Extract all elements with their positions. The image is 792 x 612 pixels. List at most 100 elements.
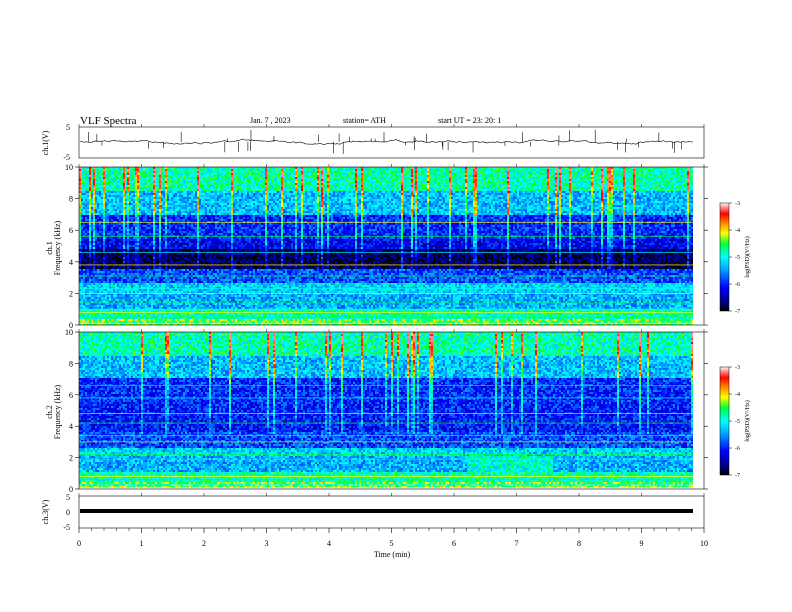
- spectrogram-cell: [161, 173, 163, 175]
- spectrogram-cell: [325, 169, 327, 171]
- spectrogram-cell: [417, 169, 419, 171]
- spectrogram-cell: [213, 171, 215, 173]
- spectrogram-cell: [601, 183, 603, 185]
- spectrogram-cell: [691, 181, 693, 183]
- spectrogram-cell: [259, 181, 261, 183]
- spectrogram-cell: [611, 177, 613, 179]
- spectrogram-cell: [91, 177, 93, 179]
- spectrogram-cell: [355, 181, 357, 183]
- spectrogram-cell: [125, 181, 127, 183]
- spectrogram-cell: [133, 169, 135, 171]
- spectrogram-cell: [289, 185, 291, 187]
- spectrogram-cell: [495, 185, 497, 187]
- spectrogram-cell: [375, 175, 377, 177]
- spectrogram-cell: [651, 185, 653, 187]
- spectrogram-cell: [333, 183, 335, 185]
- spectrogram-cell: [555, 171, 557, 173]
- spectrogram-cell: [199, 173, 201, 175]
- spectrogram-cell: [169, 171, 171, 173]
- spectrogram-cell: [503, 173, 505, 175]
- spectrogram-cell: [565, 183, 567, 185]
- spectrogram-cell: [647, 179, 649, 181]
- spectrogram-cell: [553, 175, 555, 177]
- spectrogram-cell: [305, 169, 307, 171]
- spectrogram-cell: [581, 175, 583, 177]
- spectrogram-cell: [381, 171, 383, 173]
- spectrogram-cell: [465, 179, 467, 181]
- spectrogram-cell: [673, 183, 675, 185]
- spectrogram-cell: [447, 175, 449, 177]
- spectrogram-cell: [471, 181, 473, 183]
- spectrogram-cell: [209, 173, 211, 175]
- spectrogram-cell: [197, 181, 199, 183]
- spectrogram-cell: [357, 185, 359, 187]
- spectrogram-cell: [143, 171, 145, 173]
- ch1-ytick-bottom: -5: [63, 153, 70, 162]
- spectrogram-cell: [427, 171, 429, 173]
- spectrogram-cell: [217, 171, 219, 173]
- spectrogram-cell: [573, 173, 575, 175]
- spectrogram-cell: [661, 183, 663, 185]
- spectrogram-cell: [643, 173, 645, 175]
- spectrogram-cell: [653, 179, 655, 181]
- spectrogram-cell: [217, 185, 219, 187]
- spectrogram-cell: [161, 171, 163, 173]
- spectrogram-cell: [343, 183, 345, 185]
- spectrogram-cell: [297, 175, 299, 177]
- spectrogram-cell: [101, 183, 103, 185]
- spectrogram-cell: [335, 171, 337, 173]
- spectrogram-cell: [331, 183, 333, 185]
- spectrogram-cell: [523, 185, 525, 187]
- spectrogram-cell: [619, 173, 621, 175]
- spectrogram-cell: [511, 169, 513, 171]
- spectrogram-cell: [335, 169, 337, 171]
- spectrogram-cell: [305, 177, 307, 179]
- spectrogram-cell: [561, 169, 563, 171]
- spectrogram-cell: [621, 175, 623, 177]
- spectrogram-cell: [449, 181, 451, 183]
- spectrogram-cell: [655, 183, 657, 185]
- spectrogram-cell: [651, 183, 653, 185]
- spectrogram-cell: [265, 183, 267, 185]
- spectrogram-cell: [521, 185, 523, 187]
- spectrogram-cell: [471, 177, 473, 179]
- spectrogram-cell: [367, 179, 369, 181]
- spectrogram-cell: [131, 171, 133, 173]
- spectrogram-cell: [475, 173, 477, 175]
- spectrogram-cell: [101, 173, 103, 175]
- spectrogram-cell: [621, 181, 623, 183]
- spectrogram-cell: [597, 177, 599, 179]
- spectrogram-cell: [145, 173, 147, 175]
- spectrogram-cell: [301, 177, 303, 179]
- spectrogram-cell: [487, 183, 489, 185]
- spectrogram-cell: [553, 173, 555, 175]
- spectrogram-cell: [581, 179, 583, 181]
- spectrogram-cell: [473, 181, 475, 183]
- spectrogram-cell: [553, 171, 555, 173]
- spectrogram-cell: [111, 169, 113, 171]
- spectrogram-cell: [87, 173, 89, 175]
- spectrogram-cell: [175, 175, 177, 177]
- spectrogram-cell: [359, 177, 361, 179]
- spectrogram-cell: [519, 179, 521, 181]
- spectrogram-cell: [475, 177, 477, 179]
- spectrogram-cell: [539, 181, 541, 183]
- spectrogram-cell: [573, 177, 575, 179]
- spectrogram-cell: [437, 183, 439, 185]
- spectrogram-cell: [683, 173, 685, 175]
- spectrogram-cell: [273, 183, 275, 185]
- spectrogram-cell: [193, 173, 195, 175]
- spectrogram-cell: [641, 185, 643, 187]
- spectrogram-cell: [361, 173, 363, 175]
- spectrogram-cell: [99, 173, 101, 175]
- spectrogram-cell: [615, 185, 617, 187]
- spectrogram-cell: [629, 175, 631, 177]
- spectrogram-cell: [127, 181, 129, 183]
- spectrogram-cell: [451, 171, 453, 173]
- spectrogram-cell: [623, 175, 625, 177]
- spectrogram-cell: [395, 171, 397, 173]
- spectrogram-cell: [257, 171, 259, 173]
- spectrogram-cell: [615, 177, 617, 179]
- spectrogram-cell: [85, 169, 87, 171]
- spectrogram-cell: [271, 173, 273, 175]
